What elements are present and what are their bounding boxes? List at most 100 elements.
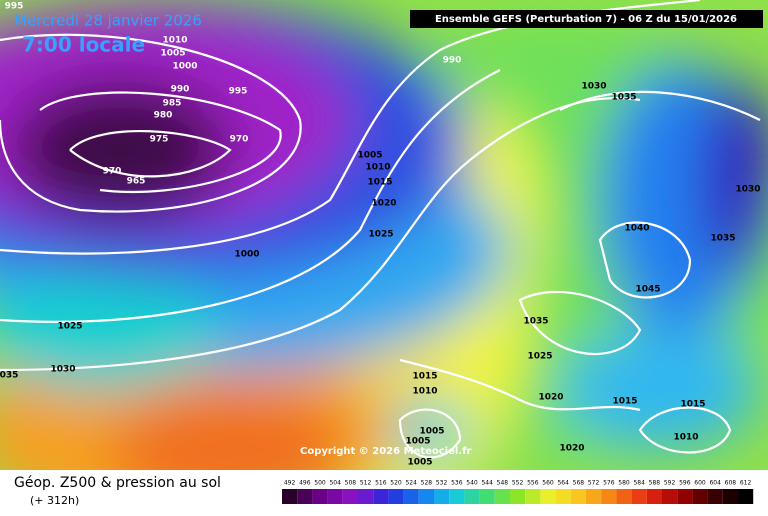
isobar-label: 1010 — [162, 36, 187, 46]
isobar-label: 1025 — [368, 230, 393, 240]
scale-swatch — [464, 489, 480, 504]
isobar-label: 1035 — [523, 317, 548, 327]
scale-swatch — [449, 489, 465, 504]
isobar-label: 995 — [5, 2, 24, 12]
scale-swatch — [282, 489, 298, 504]
scale-label: 612 — [740, 480, 752, 487]
copyright: Copyright © 2026 Meteociel.fr — [300, 446, 471, 457]
isobar-label: 985 — [163, 99, 182, 109]
isobar-label: 1010 — [673, 433, 698, 443]
header-box — [410, 10, 763, 28]
isobar-label: 1005 — [357, 151, 382, 161]
isobar-label: 1045 — [635, 285, 660, 295]
isobar-label: 980 — [154, 111, 173, 121]
scale-label: 584 — [633, 480, 645, 487]
isobar-label: 1000 — [234, 250, 259, 260]
isobar-label: 1015 — [412, 372, 437, 382]
isobar-label: 1030 — [581, 82, 606, 92]
scale-swatch — [631, 489, 647, 504]
scale-swatch — [358, 489, 374, 504]
isobar-label: 1015 — [612, 397, 637, 407]
model-info: Ensemble GEFS (Perturbation 7) - 06 Z du… — [435, 14, 737, 25]
isobar-label: 1005 — [419, 427, 444, 437]
scale-label: 576 — [603, 480, 615, 487]
isobars — [0, 0, 761, 459]
scale-swatch — [327, 489, 343, 504]
scale-swatch — [403, 489, 419, 504]
scale-swatch — [586, 489, 602, 504]
scale-label: 592 — [664, 480, 676, 487]
scale-swatch — [510, 489, 526, 504]
scale-swatch — [662, 489, 678, 504]
isobar-label: 1030 — [50, 365, 75, 375]
isobar-label: 1020 — [371, 199, 396, 209]
scale-label: 556 — [527, 480, 539, 487]
scale-label: 548 — [497, 480, 509, 487]
isobar-label: 1010 — [365, 163, 390, 173]
isobar-label: 1015 — [680, 400, 705, 410]
isobar-label: 970 — [230, 135, 249, 145]
isobar-label: 1025 — [527, 352, 552, 362]
isobar-label: 975 — [150, 135, 169, 145]
scale-label: 512 — [360, 480, 372, 487]
isobar-label: 970 — [103, 167, 122, 177]
scale-swatch — [479, 489, 495, 504]
scale-label: 528 — [421, 480, 433, 487]
scale-label: 544 — [481, 480, 493, 487]
scale-label: 500 — [314, 480, 326, 487]
scale-swatch — [707, 489, 723, 504]
isobar-label: 990 — [171, 85, 190, 95]
scale-label: 496 — [299, 480, 311, 487]
footer-title: Géop. Z500 & pression au sol — [14, 475, 221, 491]
isobar-label: 035 — [0, 371, 18, 381]
isobar-label: 1025 — [57, 322, 82, 332]
scale-label: 568 — [573, 480, 585, 487]
isobar-label: 1010 — [412, 387, 437, 397]
scale-swatch — [616, 489, 632, 504]
scale-label: 504 — [329, 480, 341, 487]
scale-label: 604 — [709, 480, 721, 487]
scale-swatch — [540, 489, 556, 504]
scale-swatch — [418, 489, 434, 504]
scale-label: 524 — [405, 480, 417, 487]
forecast-date: Mercredi 28 janvier 2026 — [14, 12, 202, 30]
isobar-label: 965 — [127, 177, 146, 187]
scale-label: 492 — [284, 480, 296, 487]
scale-swatch — [601, 489, 617, 504]
scale-swatch — [722, 489, 738, 504]
scale-swatch — [646, 489, 662, 504]
isobar-label: 1000 — [172, 62, 197, 72]
isobar-label: 1005 — [160, 49, 185, 59]
scale-swatch — [677, 489, 693, 504]
isobar-label: 1040 — [624, 224, 649, 234]
scale-swatch — [692, 489, 708, 504]
isobar-label: 1015 — [367, 178, 392, 188]
scale-swatch — [388, 489, 404, 504]
scale-label: 608 — [725, 480, 737, 487]
isobar-label: 1020 — [538, 393, 563, 403]
scale-swatch — [570, 489, 586, 504]
forecast-time: 7:00 locale — [22, 33, 145, 57]
scale-swatch — [494, 489, 510, 504]
isobar-label: 995 — [229, 87, 248, 97]
isobar-label: 1005 — [407, 458, 432, 468]
scale-label: 560 — [542, 480, 554, 487]
scale-label: 580 — [618, 480, 630, 487]
scale-label: 508 — [345, 480, 357, 487]
isobar-label: 990 — [443, 56, 462, 66]
isobar-label: 1005 — [405, 437, 430, 447]
color-scale: 492 496 500 504 508 512 516 520 524 528 532 536 540 5… — [282, 480, 754, 504]
scale-label: 516 — [375, 480, 387, 487]
scale-swatch — [525, 489, 541, 504]
scale-label: 540 — [466, 480, 478, 487]
scale-swatch — [373, 489, 389, 504]
scale-swatch — [312, 489, 328, 504]
scale-swatch — [297, 489, 313, 504]
isobar-labels: 995 1010 1005 1000 995 990 985 980 975 970 970 965 9… — [0, 2, 761, 468]
scale-label: 596 — [679, 480, 691, 487]
scale-label: 520 — [390, 480, 402, 487]
isobar-label: 1035 — [611, 93, 636, 103]
scale-label: 572 — [588, 480, 600, 487]
